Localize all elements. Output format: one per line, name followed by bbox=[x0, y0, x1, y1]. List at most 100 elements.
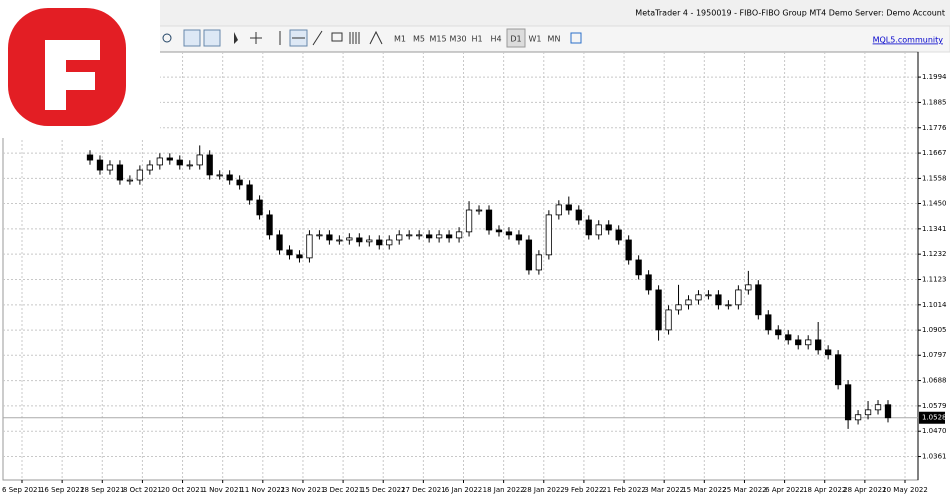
candle-body bbox=[475, 209, 483, 212]
candle-body bbox=[755, 284, 762, 316]
candle-body bbox=[206, 154, 213, 176]
y-tick-label: 1.0797 bbox=[922, 351, 947, 359]
candle-body bbox=[336, 239, 343, 242]
candle-body bbox=[296, 254, 303, 259]
layout-icon[interactable] bbox=[570, 32, 582, 44]
x-tick-label: 28 Jan 2022 bbox=[523, 486, 565, 494]
candle-body bbox=[256, 199, 263, 216]
candle-body bbox=[366, 239, 373, 243]
candle-body bbox=[435, 234, 443, 239]
zoom-icon[interactable] bbox=[162, 33, 172, 43]
candle-body bbox=[306, 234, 313, 259]
timeframe-button[interactable]: M15 bbox=[429, 35, 446, 44]
candle-body bbox=[665, 309, 672, 331]
y-tick-label: 1.1450 bbox=[922, 200, 947, 208]
current-price-box bbox=[919, 411, 945, 424]
candle-body bbox=[545, 214, 552, 256]
timeframe-active bbox=[506, 28, 526, 48]
candle-body bbox=[535, 254, 543, 271]
shapes-icon[interactable] bbox=[369, 30, 383, 45]
window-title: MetaTrader 4 - 1950019 - FIBO-FIBO Group… bbox=[635, 9, 945, 18]
candle-body bbox=[106, 164, 114, 171]
y-tick-label: 1.1885 bbox=[922, 98, 947, 106]
autoscroll-icon[interactable] bbox=[183, 29, 201, 47]
x-tick-label: 18 Jan 2022 bbox=[483, 486, 525, 494]
y-tick-label: 1.1123 bbox=[922, 275, 947, 283]
timeframe-button[interactable]: H4 bbox=[490, 35, 501, 44]
candle-body bbox=[226, 174, 233, 181]
candle-body bbox=[605, 224, 612, 231]
candle-body bbox=[844, 384, 852, 421]
fibo-icon[interactable] bbox=[349, 32, 360, 44]
candle-body bbox=[675, 304, 682, 311]
text-icon[interactable] bbox=[331, 32, 343, 42]
candle-body bbox=[286, 249, 293, 256]
logo-mark bbox=[8, 8, 126, 126]
timeframe-button[interactable]: MN bbox=[548, 35, 561, 44]
x-tick-label: 1 Nov 2021 bbox=[202, 486, 242, 494]
candle-body bbox=[854, 414, 862, 421]
y-tick-label: 1.0905 bbox=[922, 326, 947, 334]
x-tick-label: 25 Mar 2022 bbox=[722, 486, 766, 494]
x-tick-label: 3 Mar 2022 bbox=[644, 486, 684, 494]
x-tick-label: 15 Dec 2021 bbox=[361, 486, 406, 494]
candle-body bbox=[515, 234, 523, 241]
crosshair-icon[interactable] bbox=[250, 32, 262, 44]
x-tick-label: 6 Sep 2021 bbox=[2, 486, 42, 494]
x-tick-label: 20 Oct 2021 bbox=[161, 486, 204, 494]
shift-icon[interactable] bbox=[203, 29, 221, 47]
timeframe-button[interactable]: H1 bbox=[471, 35, 482, 44]
candle-body bbox=[465, 209, 473, 233]
y-tick-label: 1.1667 bbox=[922, 149, 947, 157]
candle-body bbox=[785, 334, 792, 341]
candle-body bbox=[246, 184, 253, 201]
x-tick-label: 23 Nov 2021 bbox=[281, 486, 326, 494]
candle-body bbox=[485, 209, 493, 231]
candle-body bbox=[765, 314, 772, 331]
candle-body bbox=[455, 231, 463, 239]
candle-body bbox=[176, 159, 183, 166]
candle-body bbox=[874, 404, 882, 411]
y-tick-label: 1.1994 bbox=[922, 73, 947, 81]
y-tick-label: 1.0470 bbox=[922, 427, 947, 435]
candle-body bbox=[126, 179, 134, 182]
community-link[interactable]: MQL5.community bbox=[873, 36, 944, 45]
y-tick-label: 1.1341 bbox=[922, 225, 947, 233]
x-tick-label: 9 Feb 2022 bbox=[564, 486, 603, 494]
toolbar-icons bbox=[162, 29, 582, 47]
x-tick-label: 6 Apr 2022 bbox=[765, 486, 804, 494]
timeframe-button[interactable]: M1 bbox=[394, 35, 406, 44]
timeframe-button[interactable]: D1 bbox=[510, 35, 521, 44]
timeframe-button[interactable]: W1 bbox=[529, 35, 542, 44]
candle-body bbox=[316, 234, 323, 237]
candle-body bbox=[326, 234, 333, 241]
y-tick-label: 1.1014 bbox=[922, 301, 947, 309]
y-tick-label: 1.1558 bbox=[922, 174, 947, 182]
candle-body bbox=[196, 154, 203, 166]
candle-body bbox=[236, 179, 243, 186]
logo-letter bbox=[45, 40, 100, 110]
candle-body bbox=[745, 284, 752, 291]
timeframe-button[interactable]: M5 bbox=[413, 35, 425, 44]
timeframe-button[interactable]: M30 bbox=[449, 35, 466, 44]
candle-body bbox=[146, 164, 153, 171]
cursor-icon[interactable] bbox=[234, 32, 238, 44]
candle-body bbox=[825, 349, 832, 356]
candle-body bbox=[156, 157, 163, 166]
x-tick-label: 18 Apr 2022 bbox=[803, 486, 846, 494]
candle-body bbox=[685, 299, 692, 306]
candle-body bbox=[715, 294, 722, 306]
x-tick-label: 10 May 2022 bbox=[882, 486, 928, 494]
candle-body bbox=[356, 237, 363, 243]
trendline-icon[interactable] bbox=[312, 30, 323, 46]
candle-body bbox=[795, 339, 802, 346]
x-tick-label: 11 Nov 2021 bbox=[240, 486, 285, 494]
candle-body bbox=[166, 157, 173, 161]
candle-body bbox=[635, 259, 642, 276]
y-tick-label: 1.0579 bbox=[922, 402, 947, 410]
candle-body bbox=[346, 237, 353, 241]
candle-body bbox=[735, 289, 742, 306]
candle-body bbox=[216, 174, 223, 177]
candle-body bbox=[266, 214, 273, 236]
